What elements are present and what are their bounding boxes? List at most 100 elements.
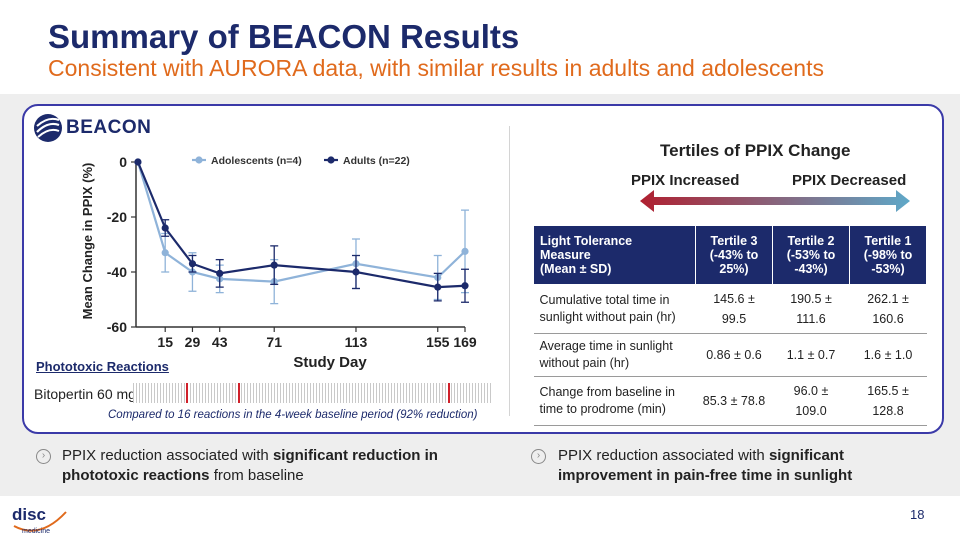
ppix-increased-label: PPIX Increased	[631, 172, 740, 189]
reaction-tick	[185, 383, 188, 403]
comparison-note: Compared to 16 reactions in the 4-week b…	[108, 409, 478, 421]
y-axis-label: Mean Change in PPIX (%)	[80, 163, 95, 320]
phototoxic-title: Phototoxic Reactions	[36, 359, 169, 374]
header-line: Tertile 2	[787, 234, 835, 248]
data-point	[461, 282, 469, 290]
data-point	[161, 249, 169, 257]
value-cell: 165.5 ± 128.8	[849, 376, 927, 426]
x-tick-label: 15	[157, 334, 173, 350]
beacon-logo-icon	[34, 114, 62, 142]
value-line: 111.6	[796, 312, 826, 326]
measure-cell: Change from baseline in time to prodrome …	[533, 376, 696, 426]
chevron-right-icon: ›	[531, 449, 546, 464]
ppix-decreased-label: PPIX Decreased	[792, 172, 907, 189]
disc-logo-subtext: medicine	[22, 528, 50, 535]
phototoxic-timeline	[133, 383, 493, 403]
legend-marker	[327, 156, 335, 164]
measure-line: Change from baseline in	[539, 385, 676, 399]
data-point	[434, 283, 442, 291]
header-line: Tertile 1	[864, 234, 912, 248]
value-cell: 145.6 ± 99.5	[695, 284, 773, 334]
value-line: 1.6 ± 1.0	[863, 348, 913, 362]
data-point	[352, 268, 360, 276]
measure-line: Cumulative total time in	[539, 293, 670, 307]
value-line: 85.3 ± 78.8	[702, 394, 766, 408]
data-point	[188, 260, 197, 268]
header-line: -43%)	[794, 262, 828, 276]
header-line: Measure	[540, 248, 591, 262]
table-header-tertile: Tertile 2 (-53% to -43%)	[772, 225, 850, 285]
reaction-tick	[238, 383, 240, 403]
series-line	[136, 161, 466, 283]
double-arrow-icon	[640, 190, 910, 212]
y-tick-label: -40	[107, 264, 127, 280]
bullet-text: PPIX reduction associated with	[62, 447, 273, 464]
beacon-logo-text: BEACON	[66, 117, 152, 138]
drug-label: Bitopertin 60 mg	[34, 386, 136, 402]
bullet-emphasis: significant improvement in pain-free tim…	[558, 447, 853, 484]
value-cell: 190.5 ± 111.6	[772, 284, 850, 334]
legend-label: Adults (n=22)	[343, 155, 410, 167]
x-tick-label: 155	[426, 334, 450, 350]
value-line: 96.0 ±	[793, 384, 829, 398]
data-point	[216, 269, 224, 277]
series-line	[136, 161, 466, 289]
header-line: Tertile 3	[710, 234, 758, 248]
measure-cell: Cumulative total time in sunlight without…	[533, 284, 696, 334]
data-point	[134, 158, 142, 166]
disc-medicine-logo-icon: disc medicine	[12, 505, 67, 535]
x-tick-label: 113	[345, 334, 368, 350]
y-tick-label: 0	[119, 154, 127, 170]
table-row: Cumulative total time in sunlight without…	[533, 284, 927, 334]
x-tick-label: 43	[212, 334, 228, 350]
value-cell: 1.1 ± 0.7	[772, 333, 850, 377]
header-line: 25%)	[719, 262, 749, 276]
reaction-tick	[448, 383, 450, 403]
tertiles-title: Tertiles of PPIX Change	[660, 141, 851, 160]
value-cell: 85.3 ± 78.8	[695, 376, 773, 426]
value-cell: 96.0 ± 109.0	[772, 376, 850, 426]
table-row: Average time in sunlight without pain (hr…	[533, 333, 927, 377]
bullet-emphasis: significant reduction in phototoxic reac…	[62, 447, 438, 484]
disc-logo-text: disc	[12, 505, 46, 524]
value-line: 160.6	[872, 312, 904, 326]
y-tick-label: -20	[107, 209, 127, 225]
header-line: (-98% to	[863, 248, 913, 262]
measure-line: sunlight without pain (hr)	[539, 310, 676, 324]
bullet-phototoxic: PPIX reduction associated with significa…	[62, 446, 492, 486]
value-line: 1.1 ± 0.7	[786, 348, 836, 362]
legend-label: Adolescents (n=4)	[211, 155, 302, 167]
x-tick-label: 71	[266, 334, 282, 350]
x-tick-label: 29	[185, 334, 201, 350]
data-point	[270, 261, 278, 269]
value-line: 262.1 ±	[867, 292, 909, 306]
x-axis-label: Study Day	[293, 354, 367, 371]
header-line: (-43% to	[709, 248, 759, 262]
x-tick-label: 169	[453, 334, 477, 350]
header-line: (Mean ± SD)	[540, 262, 612, 276]
value-line: 190.5 ±	[790, 292, 832, 306]
value-line: 165.5 ±	[867, 384, 909, 398]
table-header-tertile: Tertile 1 (-98% to -53%)	[849, 225, 927, 285]
measure-line: without pain (hr)	[539, 356, 630, 370]
tertiles-table: Light Tolerance Measure (Mean ± SD) Tertile…	[533, 225, 927, 426]
page-number: 18	[910, 507, 925, 522]
value-cell: 262.1 ± 160.6	[849, 284, 927, 334]
panel-divider	[509, 126, 510, 416]
table-header-measure: Light Tolerance Measure (Mean ± SD)	[533, 225, 696, 285]
y-tick-label: -60	[107, 319, 127, 335]
value-line: 109.0	[795, 404, 827, 418]
measure-cell: Average time in sunlight without pain (hr…	[533, 333, 696, 377]
bullet-sunlight: PPIX reduction associated with significa…	[558, 446, 938, 486]
ppix-line-chart: 0 -20 -40 -60 15 29 43 71 113 155 169 Adolescents …	[80, 154, 477, 371]
legend-marker	[195, 156, 203, 164]
header-line: Light Tolerance	[540, 234, 633, 248]
measure-line: time to prodrome (min)	[539, 402, 666, 416]
value-cell: 0.86 ± 0.6	[695, 333, 773, 377]
bullet-text: from baseline	[209, 467, 304, 484]
value-line: 99.5	[721, 312, 747, 326]
data-point	[461, 247, 469, 255]
value-line: 128.8	[872, 404, 904, 418]
chevron-right-icon: ›	[36, 449, 51, 464]
measure-line: Average time in sunlight	[539, 339, 673, 353]
